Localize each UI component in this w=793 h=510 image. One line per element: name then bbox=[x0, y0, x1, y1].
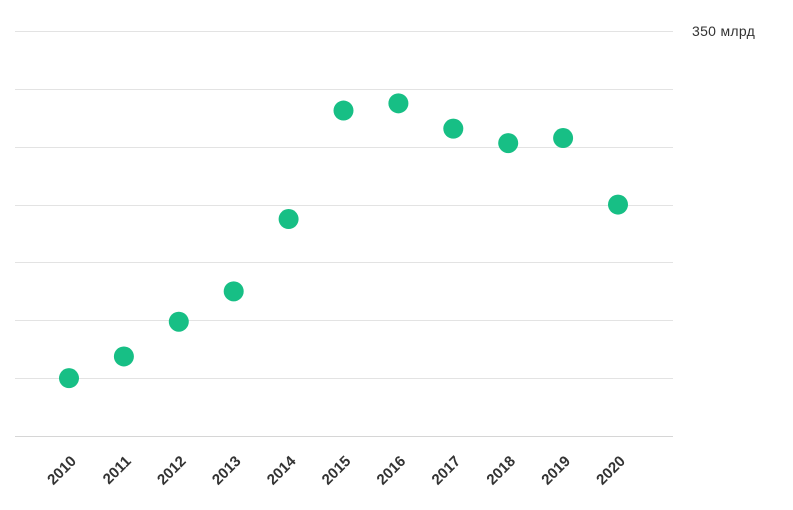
data-point-2015 bbox=[333, 100, 354, 121]
data-point-2020 bbox=[608, 194, 628, 215]
x-tick-label-2019: 2019 bbox=[538, 453, 574, 489]
y-axis-labels: 350 млрд bbox=[692, 23, 755, 39]
x-axis-labels: 2010 2011 2012 2013 2014 2015 2016 2017 2018 2019… bbox=[44, 452, 629, 488]
x-tick-label-2016: 2016 bbox=[374, 453, 410, 489]
x-tick-label-2011: 2011 bbox=[100, 453, 135, 488]
x-tick-label-2018: 2018 bbox=[483, 453, 519, 489]
x-tick-label-2017: 2017 bbox=[429, 453, 465, 489]
data-point-2016 bbox=[388, 93, 409, 114]
data-point-2017 bbox=[443, 118, 464, 139]
x-tick-label-2010: 2010 bbox=[44, 453, 80, 489]
grid-lines bbox=[15, 31, 673, 437]
x-tick-label-2014: 2014 bbox=[264, 452, 300, 488]
x-tick-label-2015: 2015 bbox=[319, 453, 355, 489]
data-points bbox=[59, 93, 628, 389]
data-point-2013 bbox=[223, 281, 244, 302]
x-tick-label-2020: 2020 bbox=[593, 453, 629, 489]
data-point-2010 bbox=[59, 368, 79, 389]
data-point-2018 bbox=[498, 133, 519, 154]
y-tick-label: 350 млрд bbox=[692, 23, 755, 39]
x-tick-label-2012: 2012 bbox=[154, 453, 190, 489]
data-point-2014 bbox=[278, 209, 299, 230]
data-point-2019 bbox=[553, 128, 574, 149]
x-tick-label-2013: 2013 bbox=[209, 453, 245, 489]
data-point-2012 bbox=[168, 311, 189, 332]
data-point-2011 bbox=[113, 346, 134, 367]
